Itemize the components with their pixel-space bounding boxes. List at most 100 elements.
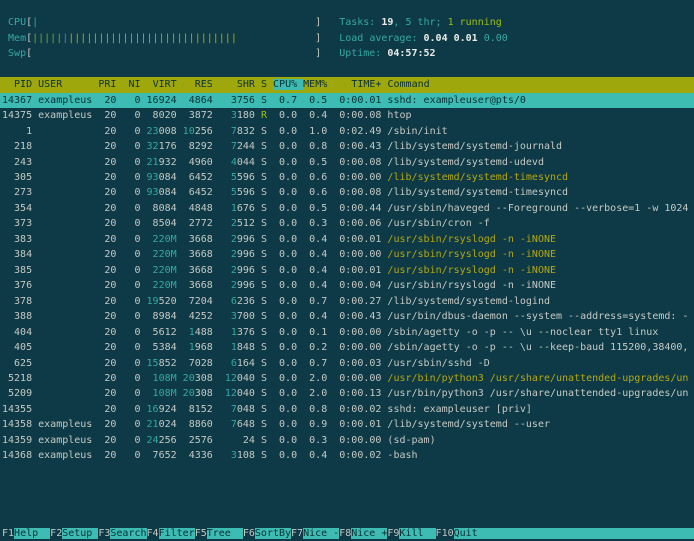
fnkey-f4-key[interactable]: F4	[146, 527, 159, 539]
process-row-373[interactable]: 373 20 0 8504 2772 2512 S 0.0 0.3 0:00.0…	[2, 218, 490, 230]
process-row-388[interactable]: 388 20 0 8984 4252 3700 S 0.0 0.4 0:00.4…	[2, 311, 689, 323]
ni-cell: 0	[122, 172, 147, 184]
pid-cell: 388	[2, 311, 33, 323]
virt-cell: 108M	[146, 388, 177, 400]
fnkey-f1-key[interactable]: F1	[2, 527, 15, 539]
command-cell: /sbin/agetty -o -p -- \u --keep-baud 115…	[381, 342, 689, 354]
mem-pct-cell: 0.4	[297, 233, 328, 245]
process-row-354[interactable]: 354 20 0 8084 4848 1676 S 0.0 0.5 0:00.4…	[2, 202, 689, 214]
column-header-command[interactable]: Command	[387, 79, 430, 91]
fnkey-filter-label[interactable]: Filter	[158, 527, 195, 539]
user-cell	[32, 342, 98, 353]
process-row-273[interactable]: 273 20 0 93084 6452 5596 S 0.0 0.6 0:00.…	[2, 187, 569, 199]
shr-cell: 3	[218, 450, 237, 462]
ni-cell: 0	[122, 141, 147, 153]
meter-bar-memGreen: |||||	[32, 32, 63, 44]
column-header-pid[interactable]: PID	[2, 79, 33, 91]
process-row-376[interactable]: 376 20 0 220M 3668 2996 S 0.0 0.4 0:00.0…	[2, 280, 557, 292]
fnkey-f2-key[interactable]: F2	[50, 527, 63, 539]
fnkey-sortby-label[interactable]: SortBy	[254, 527, 292, 539]
user-cell	[32, 126, 98, 137]
fnkey-help-label[interactable]: Help	[14, 527, 51, 539]
res-cell: 4848	[182, 202, 213, 214]
column-header-cpu%[interactable]: CPU%	[273, 79, 304, 91]
column-header-virt[interactable]: VIRT	[146, 79, 177, 91]
column-header-mempct[interactable]: MEM%	[303, 79, 328, 91]
time-cell: 0:02.49	[327, 125, 382, 137]
process-row-5218[interactable]: 5218 20 0 108M 20308 12040 S 0.0 2.0 0:0…	[2, 372, 689, 384]
fnkey-f6-key[interactable]: F6	[242, 527, 255, 539]
state-cell: S	[260, 342, 267, 354]
pri-cell: 20	[98, 450, 123, 462]
process-row-14368[interactable]: 14368 exampleus 20 0 7652 4336 3108 S 0.…	[2, 450, 418, 462]
time-cell: 0:00.01	[327, 264, 382, 276]
state-cell: S	[260, 403, 267, 415]
time-cell: 0:00.27	[327, 295, 382, 307]
process-row-14359[interactable]: 14359 exampleus 20 0 24256 2576 24 S 0.0…	[2, 434, 436, 446]
process-row-14375[interactable]: 14375 exampleus 20 0 8020 3872 3180 R 0.…	[2, 110, 412, 122]
mem-pct-cell: 0.4	[297, 249, 328, 261]
fnkey-tree-label[interactable]: Tree	[206, 527, 243, 539]
process-row-378[interactable]: 378 20 0 19520 7204 6236 S 0.0 0.7 0:00.…	[2, 295, 550, 307]
mem-pct-cell: 0.5	[297, 156, 328, 168]
time-cell: 0:00.01	[327, 94, 382, 106]
column-header-user[interactable]: USER	[38, 79, 93, 91]
ni-cell: 0	[122, 218, 147, 230]
column-header-s[interactable]: S	[260, 79, 268, 91]
process-row-14367[interactable]: 14367 exampleus 20 0 16924 4864 3756 S 0…	[0, 92, 694, 109]
fnkey-f5-key[interactable]: F5	[194, 527, 207, 539]
process-row-385[interactable]: 385 20 0 220M 3668 2996 S 0.0 0.4 0:00.0…	[2, 264, 557, 276]
fnkey-f8-key[interactable]: F8	[339, 527, 352, 539]
mem-pct-cell: 0.4	[297, 264, 328, 276]
shr-cell: 7	[218, 125, 237, 137]
process-row-305[interactable]: 305 20 0 93084 6452 5596 S 0.0 0.6 0:00.…	[2, 172, 569, 184]
column-header-res[interactable]: RES	[182, 79, 213, 91]
virt-cell: 8984	[146, 311, 177, 323]
process-row-5209[interactable]: 5209 20 0 108M 20308 12040 S 0.0 2.0 0:0…	[2, 388, 689, 400]
command-cell: /lib/systemd/systemd-udevd	[381, 156, 544, 168]
cpu-pct-cell: 0.0	[267, 264, 298, 276]
fnkey-nice--label[interactable]: Nice +	[351, 527, 388, 539]
fnkey-f9-key[interactable]: F9	[387, 527, 400, 539]
time-cell: 0:00.00	[327, 172, 382, 184]
process-row-384[interactable]: 384 20 0 220M 3668 2996 S 0.0 0.4 0:00.0…	[2, 249, 557, 261]
fnkey-nice--label[interactable]: Nice -	[303, 527, 340, 539]
column-header-pri[interactable]: PRI	[98, 79, 117, 91]
column-header-time[interactable]: TIME+	[333, 79, 382, 91]
state-cell: S	[260, 388, 267, 400]
cpu-pct-cell: 0.0	[267, 172, 298, 184]
fnkey-quit-label[interactable]: Quit	[453, 527, 694, 539]
fnkey-f10-key[interactable]: F10	[435, 527, 454, 539]
column-header-ni[interactable]: NI	[122, 79, 141, 91]
fnkey-search-label[interactable]: Search	[110, 527, 147, 539]
pri-cell: 20	[98, 372, 123, 384]
shr-cell: 6	[218, 357, 237, 369]
uptime-text: 04:57:52	[387, 48, 436, 60]
state-cell: S	[260, 357, 267, 369]
time-cell: 0:00.00	[327, 326, 382, 338]
res-cell: 7204	[182, 295, 213, 307]
pid-cell: 14358	[2, 419, 33, 431]
process-row-243[interactable]: 243 20 0 21932 4960 4044 S 0.0 0.5 0:00.…	[2, 156, 544, 168]
process-row-14358[interactable]: 14358 exampleus 20 0 21024 8860 7648 S 0…	[2, 419, 550, 431]
mem-pct-cell: 0.3	[297, 218, 328, 230]
process-row-383[interactable]: 383 20 0 220M 3668 2996 S 0.0 0.4 0:00.0…	[2, 233, 557, 245]
process-row-404[interactable]: 404 20 0 5612 1488 1376 S 0.0 0.1 0:00.0…	[2, 326, 659, 338]
process-row-218[interactable]: 218 20 0 32176 8292 7244 S 0.0 0.8 0:00.…	[2, 141, 563, 153]
cpu-pct-cell: 0.0	[267, 110, 298, 122]
fnkey-setup-label[interactable]: Setup	[62, 527, 99, 539]
fnkey-f7-key[interactable]: F7	[291, 527, 304, 539]
virt-cell: 8020	[146, 110, 177, 122]
virt-cell: 220M	[146, 249, 177, 261]
fnkey-f3-key[interactable]: F3	[98, 527, 111, 539]
virt-cell: 21	[146, 419, 159, 431]
process-row-1[interactable]: 1 20 0 23008 10256 7832 S 0.0 1.0 0:02.4…	[2, 125, 448, 137]
fnkey-kill-label[interactable]: Kill	[399, 527, 436, 539]
process-row-14355[interactable]: 14355 20 0 16924 8152 7048 S 0.0 0.8 0:0…	[2, 403, 532, 415]
process-row-625[interactable]: 625 20 0 15852 7028 6164 S 0.0 0.7 0:00.…	[2, 357, 490, 369]
pri-cell: 20	[98, 233, 123, 245]
column-header-shr[interactable]: SHR	[218, 79, 255, 91]
state-cell: S	[260, 233, 267, 245]
process-row-405[interactable]: 405 20 0 5384 1968 1848 S 0.0 0.2 0:00.0…	[2, 342, 689, 354]
virt-cell: 8504	[146, 218, 177, 230]
